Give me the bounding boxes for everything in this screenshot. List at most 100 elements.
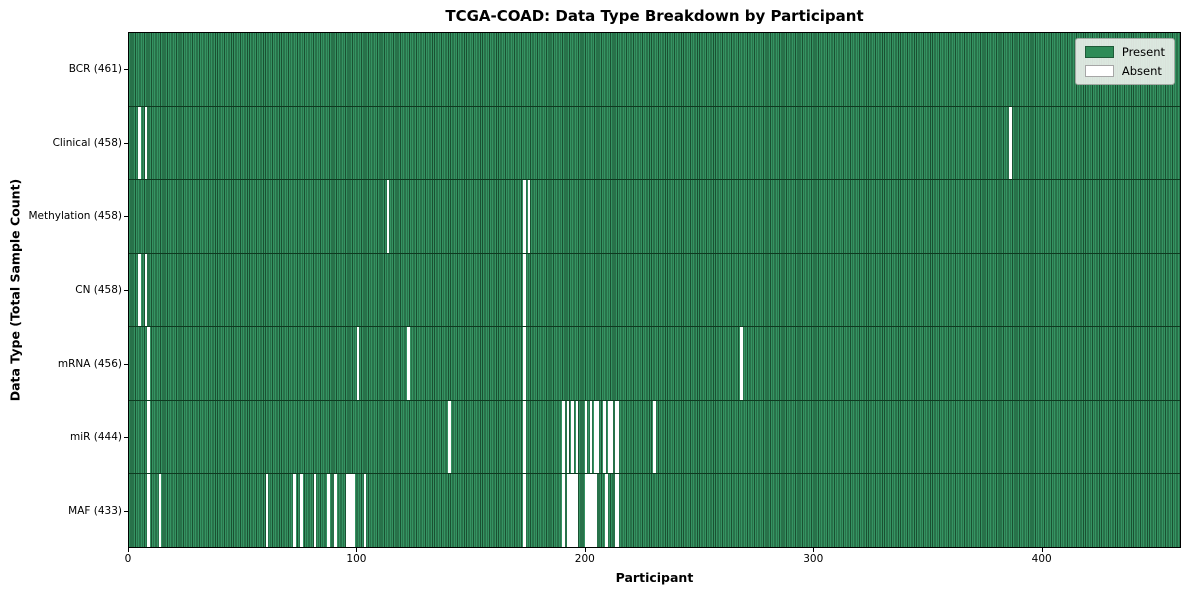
absent-stripe (356, 327, 360, 400)
absent-stripe (653, 400, 656, 474)
x-tick-label-300: 300 (803, 553, 824, 565)
y-tick-mark (124, 216, 128, 218)
absent-stripe (589, 474, 593, 548)
absent-stripe (313, 474, 317, 548)
absent-stripe (607, 400, 611, 474)
absent-stripe (562, 400, 565, 474)
absent-stripe (594, 400, 597, 474)
absent-stripe (573, 474, 577, 548)
absent-stripe (569, 474, 572, 548)
absent-stripe (363, 474, 367, 548)
absent-stripe (327, 474, 330, 548)
y-axis-title: Data Type (Total Sample Count) (7, 178, 23, 402)
absent-stripe (293, 474, 296, 548)
absent-stripe (138, 106, 141, 180)
absent-swatch-icon (1084, 65, 1114, 77)
legend-entry-absent: Absent (1084, 64, 1165, 78)
absent-stripe (1009, 106, 1012, 180)
absent-stripe (566, 474, 570, 548)
absent-stripe (575, 400, 579, 474)
absent-stripe (386, 180, 390, 253)
absent-stripe (610, 400, 613, 474)
absent-stripe (527, 180, 531, 253)
absent-stripe (523, 253, 526, 327)
x-tick-label-100: 100 (346, 553, 367, 565)
absent-stripe (347, 474, 351, 548)
legend-entry-present: Present (1084, 45, 1165, 59)
absent-stripe (566, 400, 570, 474)
y-tick-label-CN: CN (458) (75, 284, 122, 296)
y-tick-label-BCR: BCR (461) (68, 62, 122, 75)
absent-stripe (616, 400, 620, 474)
heatmap-row-Clinical (129, 105, 1180, 180)
x-tick-label-200: 200 (574, 553, 595, 565)
y-tick-mark (124, 363, 128, 365)
chart-title: TCGA-COAD: Data Type Breakdown by Partic… (445, 7, 864, 25)
legend: Present Absent (1074, 38, 1175, 85)
absent-stripe (352, 474, 355, 548)
x-axis-title: Participant (615, 570, 694, 585)
absent-stripe (299, 474, 303, 548)
plot-area (128, 32, 1181, 548)
absent-stripe (147, 400, 150, 474)
absent-stripe (144, 106, 148, 180)
heatmap-row-Methylation (129, 179, 1180, 253)
heatmap-row-BCR (129, 33, 1180, 106)
y-tick-mark (124, 437, 128, 439)
x-tick-label-0: 0 (124, 553, 132, 565)
absent-stripe (562, 474, 565, 548)
absent-stripe (523, 327, 526, 400)
absent-stripe (448, 400, 451, 474)
absent-stripe (614, 474, 618, 548)
absent-stripe (523, 180, 526, 253)
absent-stripe (523, 474, 526, 548)
present-swatch-icon (1084, 46, 1114, 58)
heatmap-row-mRNA (129, 326, 1180, 400)
absent-stripe (584, 400, 588, 474)
absent-stripe (350, 474, 353, 548)
absent-stripe (523, 400, 526, 474)
absent-stripe (407, 327, 410, 400)
y-tick-mark (124, 142, 128, 144)
absent-stripe (594, 474, 597, 548)
absent-stripe (614, 400, 618, 474)
legend-absent-label: Absent (1121, 64, 1162, 78)
absent-stripe (589, 400, 593, 474)
legend-present-label: Present (1121, 45, 1165, 59)
absent-stripe (584, 474, 588, 548)
x-tick-mark (356, 548, 358, 552)
y-tick-label-miR: miR (444) (69, 431, 122, 444)
absent-stripe (603, 400, 606, 474)
absent-stripe (144, 253, 148, 327)
x-tick-mark (1041, 548, 1043, 552)
absent-stripe (147, 474, 150, 548)
absent-stripe (596, 400, 599, 474)
absent-stripe (334, 474, 337, 548)
absent-stripe (265, 474, 269, 548)
absent-stripe (138, 253, 141, 327)
heatmap-row-MAF (129, 473, 1180, 548)
absent-stripe (147, 327, 150, 400)
absent-stripe (587, 474, 590, 548)
absent-stripe (158, 474, 162, 548)
x-tick-mark (128, 548, 129, 552)
y-tick-mark (124, 290, 128, 291)
x-tick-mark (813, 548, 815, 552)
absent-stripe (605, 474, 608, 548)
y-tick-mark (124, 68, 128, 70)
heatmap-row-CN (129, 252, 1180, 327)
x-tick-mark (584, 548, 586, 552)
x-tick-label-400: 400 (1031, 553, 1052, 565)
absent-stripe (616, 474, 620, 548)
y-tick-label-Clinical: Clinical (458) (52, 136, 122, 149)
absent-stripe (575, 474, 579, 548)
absent-stripe (591, 474, 595, 548)
y-tick-mark (124, 511, 128, 513)
absent-stripe (345, 474, 349, 548)
absent-stripe (739, 327, 743, 400)
absent-stripe (571, 474, 574, 548)
y-tick-label-mRNA: mRNA (456) (57, 357, 122, 370)
heatmap-row-miR (129, 399, 1180, 474)
y-tick-label-MAF: MAF (433) (68, 505, 122, 518)
